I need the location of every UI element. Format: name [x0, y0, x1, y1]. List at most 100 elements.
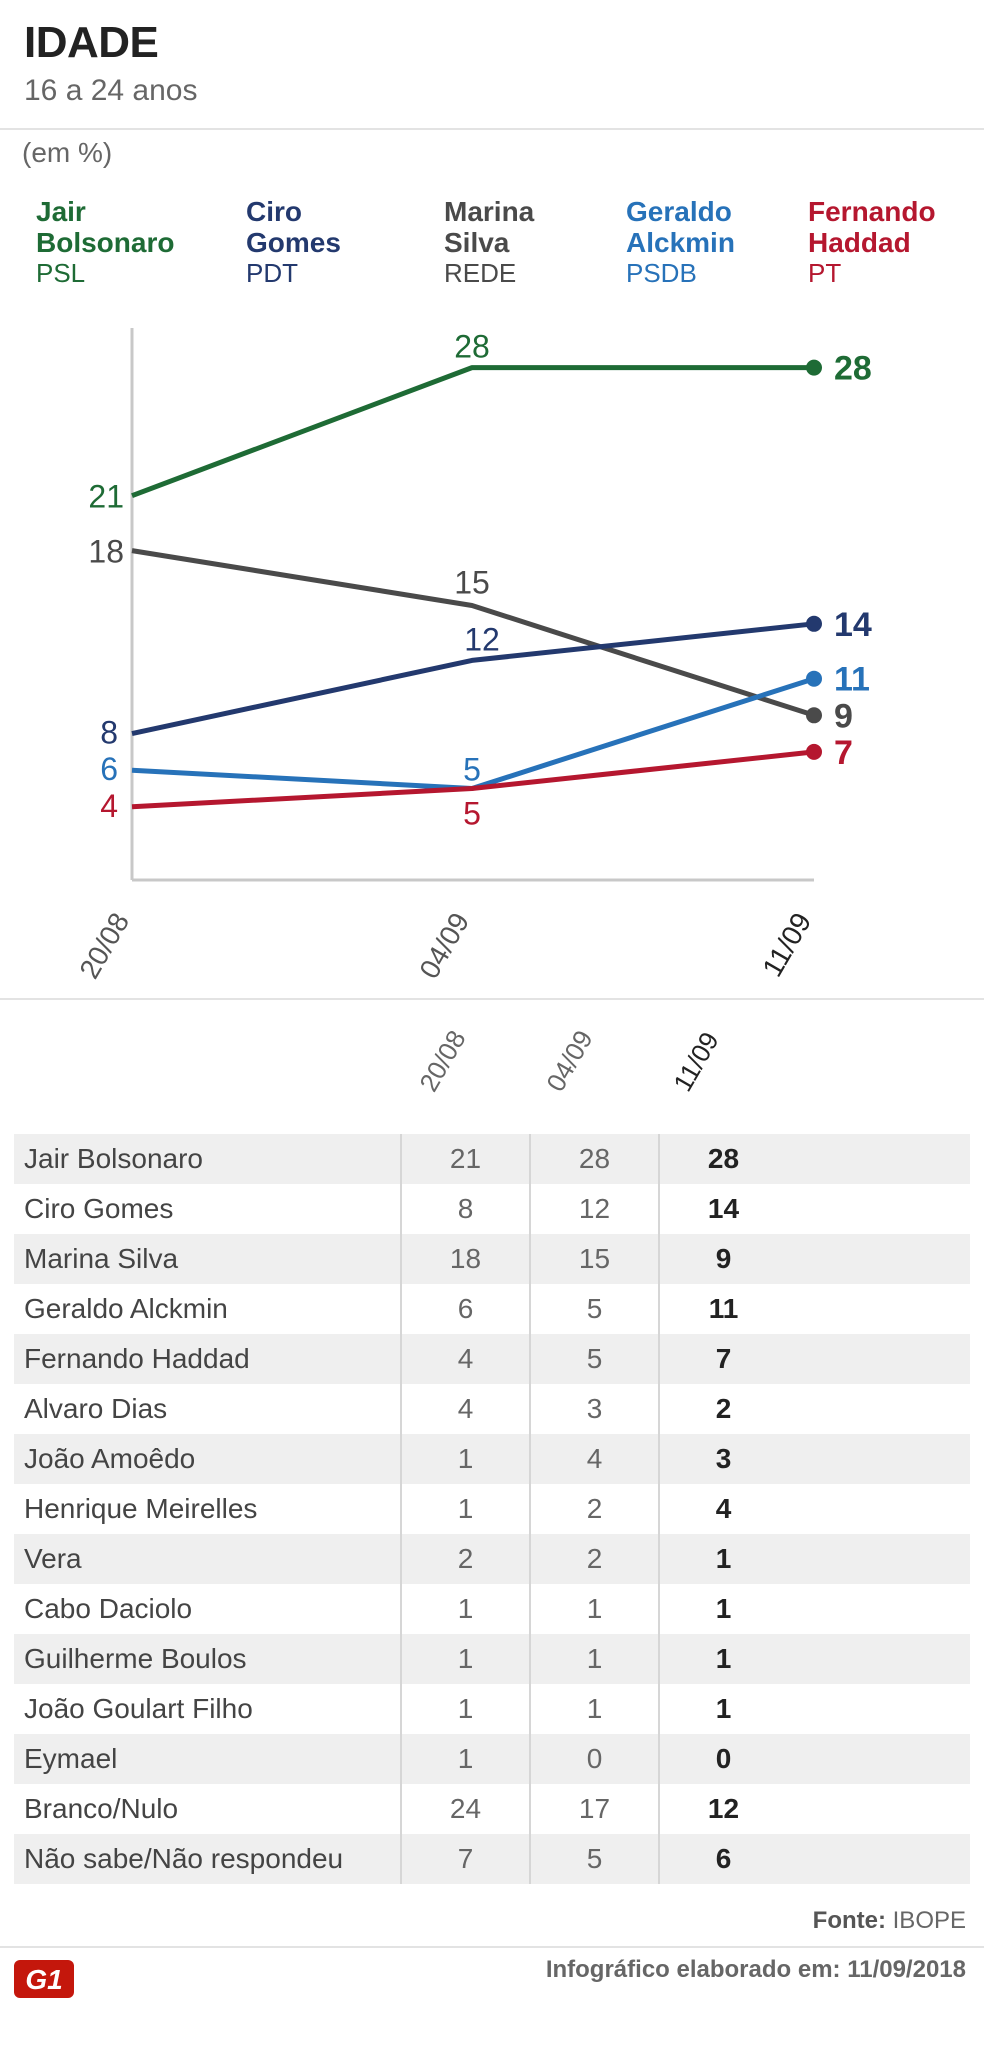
series-end-point: [806, 670, 822, 687]
divider: [0, 128, 984, 130]
row-value-2: 2: [529, 1534, 659, 1584]
row-spacer: [787, 1584, 970, 1634]
data-label: 5: [463, 752, 481, 788]
row-spacer: [787, 1184, 970, 1234]
table-row: Branco/Nulo 24 17 12: [14, 1784, 970, 1834]
row-name: Jair Bolsonaro: [14, 1134, 401, 1184]
row-value-2: 5: [529, 1834, 659, 1884]
series-end-point: [806, 359, 822, 376]
row-spacer: [787, 1534, 970, 1584]
row-value-3: 9: [658, 1234, 787, 1284]
credit-note: Infográfico elaborado em: 11/09/2018: [545, 1956, 966, 1983]
row-value-3: 3: [658, 1434, 787, 1484]
row-spacer: [787, 1334, 970, 1384]
row-value-1: 2: [400, 1534, 530, 1584]
row-name: Alvaro Dias: [24, 1393, 168, 1424]
row-value-3: 7: [658, 1334, 787, 1384]
legend-party: PSDB: [626, 258, 697, 288]
row-spacer: [787, 1734, 970, 1784]
data-label: 7: [834, 734, 853, 772]
row-name: Guilherme Boulos: [14, 1634, 401, 1684]
legend-item-bolsonaro: Jair Bolsonaro PSL: [36, 196, 174, 289]
table-header-col-1: 20/08: [413, 1025, 472, 1097]
row-value-3: 2: [658, 1384, 787, 1434]
x-tick-label: 20/08: [73, 908, 135, 981]
table-row: Geraldo Alckmin 6 5 11: [14, 1284, 970, 1334]
table-row: Henrique Meirelles 1 2 4: [14, 1484, 970, 1534]
legend-name: Fernando Haddad: [808, 196, 936, 258]
page-subtitle: 16 a 24 anos: [24, 74, 198, 107]
table-row: Jair Bolsonaro 21 28 28: [14, 1134, 970, 1184]
row-value-1: 1: [400, 1634, 530, 1684]
row-value-1: 7: [400, 1834, 530, 1884]
x-tick-label: 04/09: [413, 908, 475, 981]
table-row: Eymael 1 0 0: [14, 1734, 970, 1784]
data-label: 9: [834, 697, 853, 735]
row-value-1: 6: [400, 1284, 530, 1334]
row-value-2: 2: [529, 1484, 659, 1534]
table-row: Guilherme Boulos 1 1 1: [14, 1634, 970, 1684]
row-name: João Amoêdo: [14, 1434, 401, 1484]
row-name: Não sabe/Não respondeu: [14, 1834, 401, 1884]
data-label: 6: [100, 751, 118, 787]
logo-text: G1: [25, 1964, 62, 1995]
row-spacer: [787, 1284, 970, 1334]
row-value-3: 14: [658, 1184, 787, 1234]
row-spacer: [787, 1834, 970, 1884]
row-name: Branco/Nulo: [24, 1793, 179, 1824]
series-end-point: [806, 743, 822, 760]
row-value-2: 12: [529, 1184, 659, 1234]
row-name: Vera: [14, 1534, 401, 1584]
table-row: Ciro Gomes 8 12 14: [14, 1184, 970, 1234]
series-end-point: [806, 707, 822, 724]
data-label: 14: [834, 606, 872, 644]
legend-name: Jair Bolsonaro: [36, 196, 175, 258]
series-end-point: [806, 615, 822, 632]
row-value-2: 5: [529, 1284, 659, 1334]
row-value-1: 4: [400, 1384, 530, 1434]
source-label: Fonte:: [812, 1907, 886, 1934]
row-value-3: 1: [658, 1534, 787, 1584]
row-value-2: 4: [529, 1434, 659, 1484]
table-row: Marina Silva 18 15 9: [14, 1234, 970, 1284]
table-row: João Goulart Filho 1 1 1: [14, 1684, 970, 1734]
legend-party: PSL: [36, 258, 86, 288]
row-spacer: [787, 1384, 970, 1434]
row-value-1: 4: [400, 1334, 530, 1384]
table-header-col-2: 04/09: [540, 1025, 599, 1097]
row-value-2: 5: [529, 1334, 659, 1384]
row-spacer: [787, 1634, 970, 1684]
source-value: IBOPE: [892, 1907, 966, 1934]
legend-name: Marina Silva: [444, 196, 535, 258]
row-value-2: 1: [529, 1684, 659, 1734]
row-value-2: 0: [529, 1734, 659, 1784]
series-line: [131, 749, 815, 810]
line-chart: 21 28 28 18 15 9 8 12 14 6 5 11 4 5 7 20/08 04/09 11/09: [73, 328, 872, 981]
row-name: Cabo Daciolo: [24, 1593, 193, 1624]
row-value-3: 0: [658, 1734, 787, 1784]
legend-item-marina: Marina Silva REDE: [444, 196, 534, 289]
table-header-col-3: 11/09: [667, 1026, 725, 1097]
row-value-1: 1: [400, 1434, 530, 1484]
row-name: Fernando Haddad: [14, 1334, 401, 1384]
row-value-3: 12: [658, 1784, 787, 1834]
data-label: 28: [834, 350, 872, 388]
row-value-2: 17: [529, 1784, 659, 1834]
table-row: Vera 2 2 1: [14, 1534, 970, 1584]
row-value-3: 1: [658, 1584, 787, 1634]
row-value-3: 4: [658, 1484, 787, 1534]
row-name: João Goulart Filho: [24, 1693, 253, 1724]
g1-logo: G1: [14, 1960, 74, 1998]
table-row: Cabo Daciolo 1 1 1: [14, 1584, 970, 1634]
series-line: [131, 548, 815, 718]
x-tick-label: 11/09: [756, 908, 817, 981]
row-name: Marina Silva: [14, 1234, 401, 1284]
divider: [0, 1946, 984, 1948]
row-value-3: 1: [658, 1684, 787, 1734]
legend-item-haddad: Fernando Haddad PT: [808, 196, 936, 289]
row-value-2: 1: [529, 1634, 659, 1684]
row-value-1: 21: [400, 1134, 530, 1184]
data-label: 28: [454, 329, 490, 365]
row-spacer: [787, 1434, 970, 1484]
row-spacer: [787, 1684, 970, 1734]
